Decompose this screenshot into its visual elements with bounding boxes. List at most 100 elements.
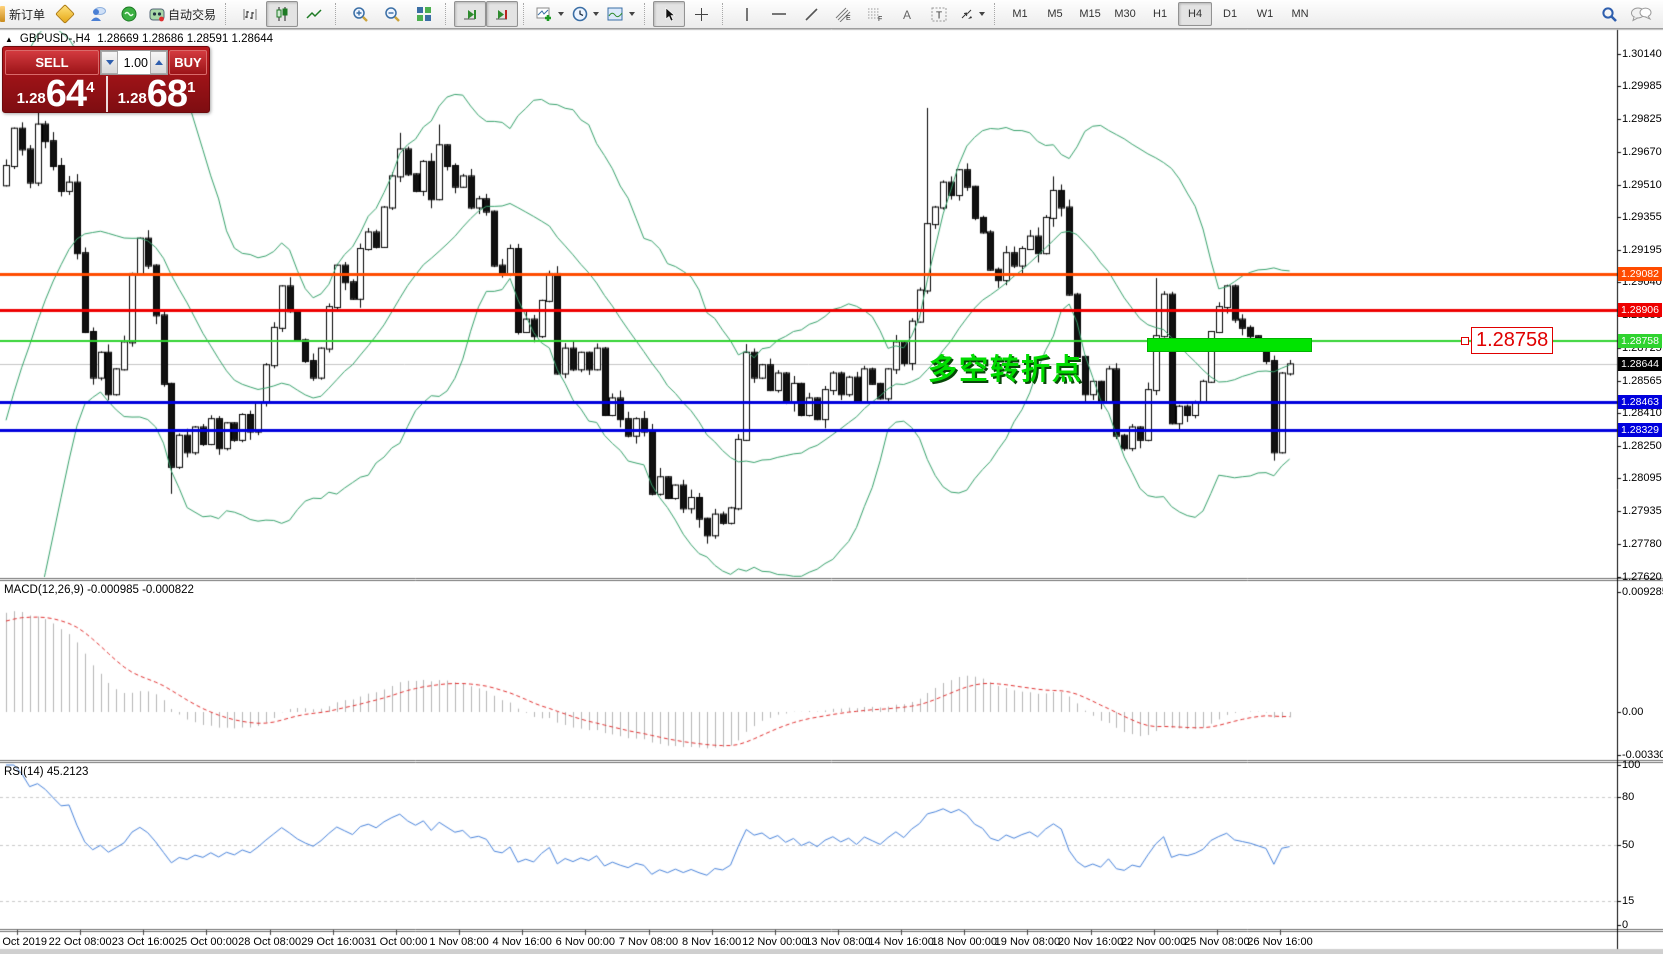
timeframe-m5[interactable]: M5 — [1047, 8, 1063, 20]
timeframe-m30[interactable]: M30 — [1114, 8, 1136, 20]
dropdown-caret — [979, 12, 986, 16]
sell-price-sup: 4 — [86, 79, 95, 96]
timeframe-mn[interactable]: MN — [1291, 8, 1309, 20]
tile-windows-icon — [417, 7, 432, 21]
dropdown-caret — [629, 12, 636, 16]
sell-price-prefix: 1.28 — [16, 90, 46, 107]
line-chart-button[interactable] — [298, 1, 330, 27]
autotrading-label: 自动交易 — [168, 7, 217, 22]
line-chart-icon — [306, 8, 322, 19]
volume-decrease-button[interactable] — [101, 51, 118, 74]
separator — [523, 3, 528, 25]
search-button[interactable] — [1593, 1, 1625, 27]
toolbar: 新订单 自动交易 — [0, 0, 1663, 29]
profile-button[interactable] — [81, 1, 113, 27]
market-watch-button[interactable] — [113, 1, 145, 27]
timeframe-w1[interactable]: W1 — [1256, 8, 1274, 20]
symbol-name: GBPUSD-,H4 — [19, 33, 91, 45]
new-order-button[interactable]: 新订单 — [5, 1, 49, 27]
timeframe-m1[interactable]: M1 — [1012, 8, 1028, 20]
auto-scroll-button[interactable] — [454, 1, 487, 27]
timeframe-d1[interactable]: D1 — [1223, 8, 1238, 20]
text-label-icon: T — [931, 7, 947, 21]
text-label-button[interactable]: T — [923, 1, 955, 27]
separator — [335, 3, 340, 25]
search-icon — [1601, 6, 1617, 22]
sell-button[interactable]: SELL — [5, 50, 99, 75]
fibonacci-icon: E — [835, 7, 851, 22]
candlestick-icon — [276, 7, 288, 21]
diamond-icon — [55, 4, 75, 24]
macd-name: MACD(12,26,9) — [4, 584, 84, 596]
chart-annotation-text[interactable]: 多空转折点 — [928, 354, 1084, 386]
chart-shift-button[interactable] — [486, 1, 519, 27]
vertical-line-button[interactable] — [731, 1, 763, 27]
dropdown-caret — [593, 12, 600, 16]
volume-control — [100, 50, 168, 75]
separator — [994, 3, 999, 25]
cursor-button[interactable] — [653, 1, 686, 27]
arrows-icon — [961, 9, 973, 19]
expand-arrow-icon: ▲ — [5, 34, 13, 44]
bar-chart-icon — [243, 8, 257, 20]
zoom-out-button[interactable] — [376, 1, 408, 27]
timeframe-h4[interactable]: H4 — [1178, 2, 1213, 26]
panel-divider — [106, 76, 108, 112]
timeframe-h1[interactable]: H1 — [1153, 8, 1168, 20]
trendline-button[interactable] — [795, 1, 827, 27]
autotrading-button[interactable]: 自动交易 — [145, 1, 220, 27]
separator — [644, 3, 649, 25]
caret-up-icon — [154, 60, 163, 65]
ohlc-values: 1.28669 1.28686 1.28591 1.28644 — [97, 33, 274, 45]
timeframe-m15[interactable]: M15 — [1079, 8, 1101, 20]
buy-label: BUY — [174, 55, 202, 70]
macd-header: MACD(12,26,9) -0.000985 -0.000822 — [4, 584, 194, 596]
fibonacci-button[interactable]: E — [827, 1, 859, 27]
metaeditor-button[interactable] — [49, 1, 81, 27]
symbol-header[interactable]: ▲ GBPUSD-,H4 1.28669 1.28686 1.28591 1.2… — [5, 33, 273, 45]
community-chat-button[interactable] — [1625, 1, 1657, 27]
text-button[interactable]: A — [891, 1, 923, 27]
toolbar-right-group — [1593, 1, 1657, 27]
candlestick-chart-button[interactable] — [266, 1, 299, 27]
new-order-label: 新订单 — [9, 7, 46, 22]
clock-icon — [572, 6, 588, 22]
dropdown-caret — [558, 12, 565, 16]
sell-label: SELL — [35, 55, 69, 70]
chat-bubbles-icon — [1631, 7, 1652, 22]
volume-increase-button[interactable] — [150, 51, 167, 74]
tile-windows-button[interactable] — [408, 1, 440, 27]
cursor-icon — [665, 6, 675, 21]
svg-text:E: E — [846, 15, 851, 22]
separator — [225, 3, 230, 25]
crosshair-button[interactable] — [685, 1, 717, 27]
price-callout-label[interactable]: 1.28758 — [1471, 327, 1554, 354]
auto-scroll-icon — [464, 9, 477, 19]
highlight-rectangle[interactable] — [1147, 337, 1312, 352]
arrows-button[interactable] — [955, 1, 989, 27]
periods-button[interactable] — [568, 1, 603, 27]
zoom-in-button[interactable] — [344, 1, 376, 27]
channel-button[interactable]: F — [859, 1, 891, 27]
templates-button[interactable] — [603, 1, 639, 27]
separator — [722, 3, 727, 25]
svg-text:F: F — [878, 16, 882, 22]
signal-orb-icon — [121, 6, 137, 22]
horizontal-line-button[interactable] — [763, 1, 795, 27]
buy-button[interactable]: BUY — [169, 50, 207, 75]
sell-price-big: 64 — [45, 73, 87, 115]
channel-grid-icon: F — [868, 8, 882, 22]
robot-icon — [149, 8, 165, 21]
bar-chart-button[interactable] — [234, 1, 266, 27]
zoom-in-icon — [352, 7, 368, 22]
buy-price[interactable]: 1.28 68 1 — [106, 75, 207, 113]
indicators-button[interactable] — [532, 1, 568, 27]
caret-down-icon — [105, 60, 114, 65]
volume-input[interactable] — [118, 53, 150, 72]
svg-text:T: T — [936, 10, 942, 21]
timeframe-group: M1 M5 M15 M30 H1 H4 D1 W1 MN — [1003, 2, 1317, 26]
separator — [445, 3, 450, 25]
sell-price[interactable]: 1.28 64 4 — [5, 73, 106, 115]
